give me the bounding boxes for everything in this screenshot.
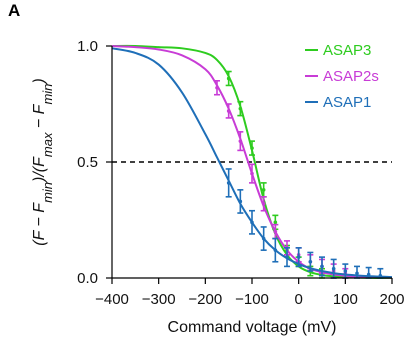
legend-label: ASAP2s xyxy=(323,68,379,85)
x-ticks: −400 −300 −200 −100 0 100 200 xyxy=(95,278,405,308)
error-bar-asap2s xyxy=(214,80,220,96)
error-bar-asap2s xyxy=(249,163,255,184)
plot-area xyxy=(111,44,393,280)
y-axis-label-part: )/(F xyxy=(31,156,48,184)
x-tick-label: −200 xyxy=(188,291,222,308)
y-axis-label-subscript: min xyxy=(40,182,55,203)
legend-label: ASAP1 xyxy=(323,94,371,111)
y-axis-label-subscript: min xyxy=(40,84,55,105)
error-bar-asap2s xyxy=(225,103,232,119)
error-bar-asap2s xyxy=(237,131,244,152)
error-bar-asap1 xyxy=(260,226,267,251)
y-tick-label: 0.0 xyxy=(77,270,98,287)
legend: ASAP3 ASAP2s ASAP1 xyxy=(305,42,379,111)
x-tick-label: 0 xyxy=(294,291,302,308)
y-axis-label: (F − Fmin)/(Fmax − Fmin) xyxy=(31,78,55,246)
error-bar-asap1 xyxy=(225,168,232,198)
panel-label: A xyxy=(8,1,20,20)
legend-label: ASAP3 xyxy=(323,42,371,59)
error-bar-asap1 xyxy=(249,209,255,235)
y-axis-label-part: − F xyxy=(31,103,48,132)
y-axis-label-part: (F − F xyxy=(31,202,48,246)
y-ticks: 0.0 0.5 1.0 xyxy=(77,38,112,287)
y-tick-label: 1.0 xyxy=(77,38,98,55)
error-bar-asap1 xyxy=(307,251,314,272)
y-axis-label-part: ) xyxy=(31,78,48,85)
y-axis-label-subscript: max xyxy=(40,132,55,157)
error-bar-asap1 xyxy=(284,247,290,268)
x-axis-label: Command voltage (mV) xyxy=(168,319,337,336)
error-bar-asap2s xyxy=(260,196,267,212)
x-tick-label: −300 xyxy=(142,291,176,308)
error-bar-asap3 xyxy=(237,100,244,117)
x-tick-label: −400 xyxy=(95,291,129,308)
y-tick-label: 0.5 xyxy=(77,154,98,171)
x-tick-label: −100 xyxy=(235,291,269,308)
error-bar-asap1 xyxy=(237,189,244,214)
error-bar-asap3 xyxy=(249,140,255,156)
error-bar-asap1 xyxy=(295,247,302,268)
error-bar-asap1 xyxy=(272,237,279,263)
x-tick-label: 200 xyxy=(379,291,404,308)
error-bar-asap3 xyxy=(225,70,232,87)
error-bar-asap1 xyxy=(319,256,325,277)
x-tick-label: 100 xyxy=(333,291,358,308)
